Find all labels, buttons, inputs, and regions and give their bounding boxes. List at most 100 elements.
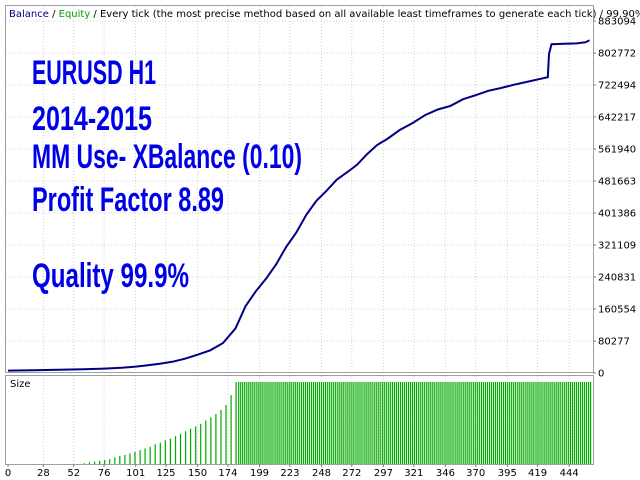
- size-bar: [353, 382, 355, 464]
- size-bar: [185, 431, 187, 464]
- size-bar: [174, 436, 177, 464]
- size-bar: [88, 462, 91, 464]
- x-tick-label: 199: [250, 468, 269, 479]
- size-bar: [391, 382, 393, 464]
- size-bar: [529, 382, 531, 464]
- size-bar: [416, 382, 418, 464]
- y-axis-ticks: 883094 802772 722494 642217 561940 481663 4013…: [593, 17, 636, 380]
- y-tick-label: 802772: [598, 49, 636, 60]
- size-bar: [563, 382, 565, 464]
- size-bar: [304, 382, 306, 464]
- size-bar: [505, 382, 507, 464]
- size-bar: [83, 463, 85, 464]
- size-bar: [456, 382, 458, 464]
- size-bar: [462, 382, 464, 464]
- size-bar: [365, 382, 367, 464]
- size-bar: [525, 382, 527, 464]
- size-bar: [446, 382, 448, 464]
- size-bar: [272, 382, 274, 464]
- size-bar: [294, 382, 296, 464]
- size-bar: [537, 382, 539, 464]
- size-bar: [225, 405, 227, 464]
- size-bar: [349, 382, 351, 464]
- size-bar: [450, 382, 452, 464]
- size-bar: [284, 382, 286, 464]
- size-bar: [210, 417, 212, 464]
- size-bar: [333, 382, 335, 464]
- size-bar: [298, 382, 300, 464]
- size-bar: [430, 382, 432, 464]
- y-tick-label: 883094: [598, 17, 636, 28]
- size-bar: [252, 382, 254, 464]
- size-bar: [476, 382, 478, 464]
- size-bar: [256, 382, 258, 464]
- size-bar: [149, 446, 151, 464]
- size-bar: [509, 382, 511, 464]
- size-bar: [499, 382, 501, 464]
- size-bar: [579, 382, 582, 464]
- size-bar: [517, 382, 519, 464]
- size-bar: [387, 382, 389, 464]
- header-separator: /: [90, 9, 100, 20]
- size-bar: [533, 382, 535, 464]
- size-bar: [280, 382, 282, 464]
- x-tick-label: 76: [98, 468, 111, 479]
- size-bar: [367, 382, 369, 464]
- size-bar: [278, 382, 280, 464]
- size-bar: [501, 382, 503, 464]
- size-bar: [260, 382, 262, 464]
- size-bar: [573, 382, 575, 464]
- size-panel-label: Size: [10, 379, 31, 390]
- size-bar: [246, 382, 248, 464]
- size-bar: [565, 382, 567, 464]
- size-bar: [321, 382, 323, 464]
- size-bar: [244, 382, 246, 464]
- size-bar: [454, 382, 456, 464]
- size-bar: [286, 382, 288, 464]
- size-bar: [139, 450, 141, 464]
- size-bar: [474, 382, 476, 464]
- main-plot-frame: [5, 5, 594, 373]
- size-bar: [240, 382, 242, 464]
- size-bar: [327, 382, 329, 464]
- size-bar: [306, 382, 308, 464]
- overlay-profit-factor: Profit Factor 8.89: [32, 181, 224, 219]
- size-bar: [478, 382, 480, 464]
- size-bar: [519, 382, 521, 464]
- x-axis-ticks: 0 28 52 76 101 125 150 174 199 223 248 272 297 321 346…: [5, 464, 579, 479]
- size-bar: [381, 382, 383, 464]
- size-bar: [308, 382, 310, 464]
- size-bar: [220, 409, 222, 464]
- size-bar: [585, 382, 588, 464]
- x-tick-label: 346: [436, 468, 455, 479]
- size-bar: [369, 382, 371, 464]
- size-bar: [159, 442, 161, 464]
- size-bar: [377, 382, 379, 464]
- size-bar: [355, 382, 357, 464]
- size-bar: [511, 382, 513, 464]
- size-bar: [341, 382, 343, 464]
- size-bar: [268, 382, 270, 464]
- size-bar: [494, 382, 497, 464]
- size-bar: [266, 382, 268, 464]
- x-tick-label: 223: [280, 468, 299, 479]
- size-bar: [426, 382, 428, 464]
- y-tick-label: 401386: [598, 209, 636, 220]
- size-bar: [410, 382, 412, 464]
- size-bar: [397, 382, 399, 464]
- size-bar: [109, 459, 111, 464]
- x-tick-label: 101: [126, 468, 145, 479]
- size-bar: [276, 382, 278, 464]
- overlay-money-management: MM Use- XBalance (0.10): [32, 138, 302, 176]
- size-bar: [559, 382, 561, 464]
- x-tick-label: 444: [560, 468, 579, 479]
- x-tick-label: 321: [404, 468, 423, 479]
- size-bar: [581, 382, 584, 464]
- size-bar: [357, 382, 359, 464]
- size-bar: [119, 455, 121, 464]
- size-bar: [590, 382, 592, 464]
- size-bar: [569, 382, 571, 464]
- size-bar: [401, 382, 404, 464]
- x-tick-label: 297: [374, 468, 393, 479]
